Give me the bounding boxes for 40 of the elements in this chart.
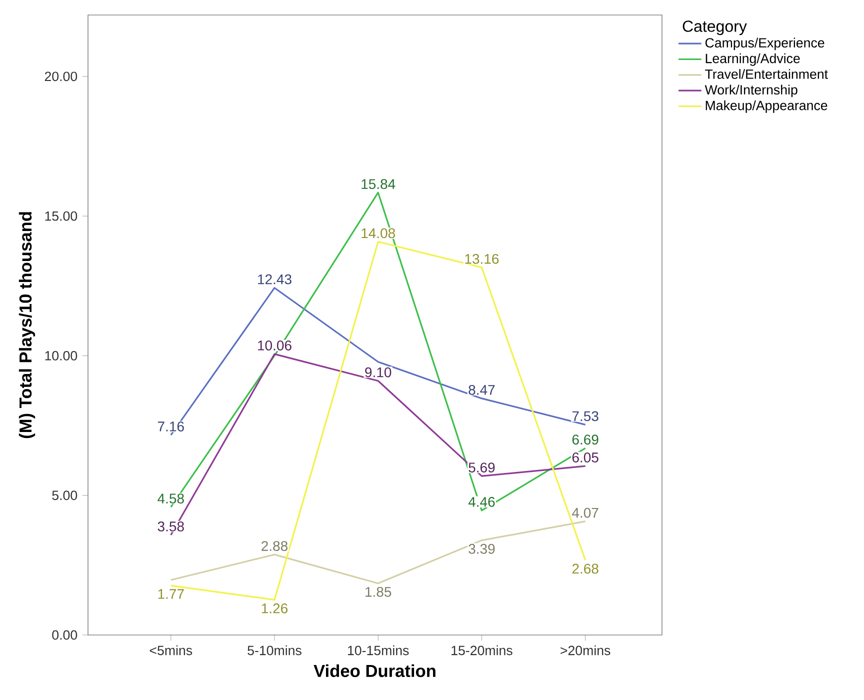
data-label: 1.77 [158, 589, 184, 599]
y-tick-label: 15.00 [45, 211, 78, 221]
data-label: 3.39 [468, 544, 495, 554]
data-label: 3.58 [158, 522, 184, 532]
y-tick-label: 5.00 [52, 490, 78, 500]
data-label: 14.08 [362, 228, 396, 238]
legend-label: Learning/Advice [706, 53, 800, 66]
x-tick-label: 5-10mins [248, 645, 302, 656]
data-label: 13.16 [465, 254, 499, 264]
data-label: 6.05 [572, 452, 598, 462]
data-label: 6.69 [572, 434, 598, 445]
y-tick-label: 10.00 [45, 351, 78, 360]
y-tick-label: 0.00 [52, 630, 78, 640]
data-label: 4.46 [468, 496, 495, 507]
legend-label: Travel/Entertainment [705, 69, 828, 79]
data-label: 7.53 [572, 411, 598, 422]
legend-label: Work/Internship [704, 84, 798, 98]
data-label: 8.47 [468, 384, 495, 395]
x-tick-label: <5mins [150, 645, 192, 656]
data-label: 7.16 [158, 422, 184, 432]
legend-label: Campus/Experience [705, 38, 824, 50]
data-label: 2.88 [262, 541, 288, 551]
x-axis-title: Video Duration [314, 664, 436, 678]
data-label: 9.10 [365, 367, 392, 378]
data-label: 10.06 [258, 340, 292, 350]
data-label: 1.85 [366, 586, 392, 597]
data-label: 4.58 [158, 494, 184, 504]
data-label: 12.43 [258, 274, 292, 284]
legend-label: Makeup/Appearance [706, 100, 828, 113]
y-axis-title: (M) Total Plays/10 thousand [18, 212, 36, 438]
data-label: 15.84 [362, 179, 396, 190]
x-tick-label: >20mins [560, 645, 610, 656]
data-label: 4.07 [572, 508, 598, 518]
data-label: 1.26 [262, 603, 288, 614]
data-label: 5.69 [468, 462, 495, 472]
x-tick-label: 15-20mins [452, 645, 512, 656]
y-tick-label: 20.00 [44, 72, 78, 82]
x-tick-label: 10-15mins [348, 645, 409, 656]
legend-title: Category [682, 20, 747, 36]
data-label: 2.68 [572, 564, 598, 574]
